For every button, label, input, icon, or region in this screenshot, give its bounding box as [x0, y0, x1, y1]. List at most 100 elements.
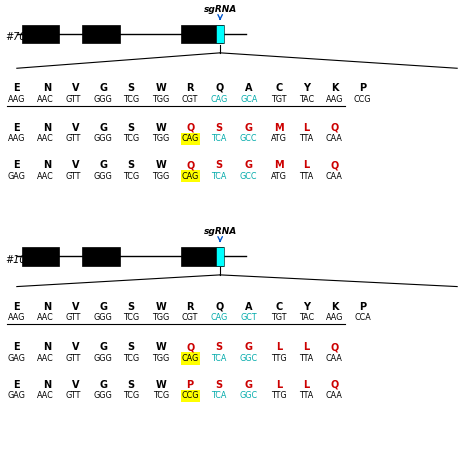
Text: TGG: TGG — [153, 134, 170, 143]
Text: G: G — [245, 342, 253, 352]
Text: GCC: GCC — [240, 172, 257, 181]
Text: C: C — [275, 301, 283, 312]
Text: #70: #70 — [5, 32, 26, 42]
Text: E: E — [14, 380, 20, 390]
Text: GCC: GCC — [240, 134, 257, 143]
Text: sgRNA: sgRNA — [203, 227, 237, 236]
Text: K: K — [331, 301, 338, 312]
Text: TCG: TCG — [123, 313, 139, 322]
Text: CGT: CGT — [182, 95, 198, 104]
Text: W: W — [156, 123, 166, 133]
Bar — [181, 170, 200, 182]
Text: S: S — [127, 160, 134, 170]
Text: E: E — [14, 123, 20, 133]
Text: TCA: TCA — [211, 134, 227, 143]
Bar — [216, 25, 224, 44]
Text: CAA: CAA — [326, 134, 343, 143]
Text: TCG: TCG — [123, 354, 139, 363]
Text: S: S — [127, 83, 134, 93]
Text: TGG: TGG — [153, 95, 170, 104]
Text: K: K — [331, 83, 338, 93]
Text: Q: Q — [330, 123, 338, 133]
Text: TGG: TGG — [153, 172, 170, 181]
Text: GCA: GCA — [240, 95, 257, 104]
Text: A: A — [245, 83, 253, 93]
Text: S: S — [216, 380, 223, 390]
Text: W: W — [156, 160, 166, 170]
Text: Q: Q — [215, 301, 223, 312]
Text: GTT: GTT — [65, 392, 81, 401]
Bar — [181, 247, 223, 265]
Text: G: G — [100, 83, 108, 93]
Bar — [181, 390, 200, 402]
Text: GGG: GGG — [93, 392, 112, 401]
Text: C: C — [275, 83, 283, 93]
Text: GAG: GAG — [8, 172, 26, 181]
Text: W: W — [156, 342, 166, 352]
Text: GGC: GGC — [240, 354, 258, 363]
Bar — [181, 353, 200, 365]
Text: L: L — [303, 342, 310, 352]
Bar — [82, 25, 120, 44]
Text: TCA: TCA — [211, 392, 227, 401]
Text: AAC: AAC — [36, 392, 53, 401]
Bar — [21, 247, 59, 265]
Bar — [21, 25, 59, 44]
Text: M: M — [274, 123, 284, 133]
Text: TCG: TCG — [123, 392, 139, 401]
Text: CGT: CGT — [182, 313, 198, 322]
Text: W: W — [156, 83, 166, 93]
Text: ATG: ATG — [271, 172, 287, 181]
Text: TTG: TTG — [271, 392, 287, 401]
Text: G: G — [100, 342, 108, 352]
Text: M: M — [274, 160, 284, 170]
Text: P: P — [359, 83, 366, 93]
Text: G: G — [100, 123, 108, 133]
Text: GGG: GGG — [93, 95, 112, 104]
Text: P: P — [359, 301, 366, 312]
Text: TAC: TAC — [299, 95, 314, 104]
Text: N: N — [43, 83, 51, 93]
Text: G: G — [245, 123, 253, 133]
Text: R: R — [186, 83, 194, 93]
Text: V: V — [72, 342, 79, 352]
Text: TTA: TTA — [299, 392, 313, 401]
Text: CAA: CAA — [326, 172, 343, 181]
Text: V: V — [72, 83, 79, 93]
Text: E: E — [14, 160, 20, 170]
Text: L: L — [303, 160, 310, 170]
Text: S: S — [216, 123, 223, 133]
Text: GTT: GTT — [65, 172, 81, 181]
Text: W: W — [156, 380, 166, 390]
Text: Q: Q — [186, 342, 194, 352]
Text: #10: #10 — [5, 255, 26, 265]
Text: V: V — [72, 160, 79, 170]
Text: CCA: CCA — [354, 313, 371, 322]
Text: TGG: TGG — [153, 354, 170, 363]
Text: G: G — [245, 380, 253, 390]
Text: Y: Y — [303, 83, 310, 93]
Text: S: S — [216, 160, 223, 170]
Text: Q: Q — [330, 342, 338, 352]
Text: AAG: AAG — [326, 95, 343, 104]
Text: S: S — [127, 123, 134, 133]
Text: AAC: AAC — [36, 134, 53, 143]
Text: G: G — [100, 160, 108, 170]
Text: V: V — [72, 301, 79, 312]
Text: GGG: GGG — [93, 313, 112, 322]
Text: TGT: TGT — [272, 95, 287, 104]
Text: Q: Q — [215, 83, 223, 93]
Text: G: G — [100, 301, 108, 312]
Text: AAG: AAG — [8, 95, 26, 104]
Text: N: N — [43, 301, 51, 312]
Text: V: V — [72, 380, 79, 390]
Text: CAA: CAA — [326, 354, 343, 363]
Text: CAG: CAG — [182, 354, 199, 363]
Text: N: N — [43, 123, 51, 133]
Text: TTA: TTA — [299, 134, 313, 143]
Text: GTT: GTT — [65, 354, 81, 363]
Text: V: V — [72, 123, 79, 133]
Text: R: R — [186, 301, 194, 312]
Text: N: N — [43, 342, 51, 352]
Text: Q: Q — [330, 380, 338, 390]
